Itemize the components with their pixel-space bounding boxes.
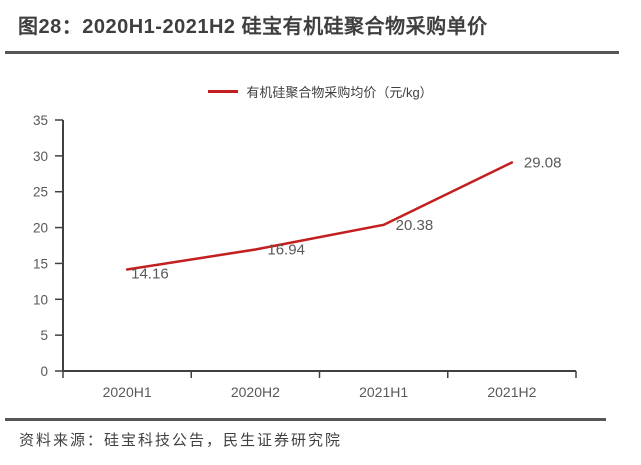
y-axis-tick-label: 0 [40,364,48,379]
y-axis-tick-label: 15 [33,256,48,271]
data-point-label: 14.16 [131,265,169,282]
line-chart: 0 5 10 15 20 25 30 35 2020H1 2020H2 2021H1 2021H2 14… [33,113,577,400]
y-axis-tick-label: 25 [33,185,48,200]
title-divider [5,51,619,54]
data-point-label: 29.08 [524,154,562,171]
y-axis-tick-label: 5 [40,328,48,343]
x-axis-category-label: 2020H1 [103,384,152,400]
figure-title: 图28：2020H1-2021H2 硅宝有机硅聚合物采购单价 [18,16,488,38]
legend-line-swatch [208,89,239,93]
y-axis-tick-label: 30 [33,149,48,164]
data-source-note: 资料来源：硅宝科技公告，民生证券研究院 [19,432,343,449]
series-line [125,161,514,271]
chart-legend: 有机硅聚合物采购均价（元/kg） [0,83,641,100]
footer-divider [5,418,606,421]
x-axis-category-label: 2020H2 [231,384,280,400]
legend-series-label: 有机硅聚合物采购均价（元/kg） [246,84,433,100]
y-axis-tick-label: 20 [33,221,48,236]
y-axis-tick-label: 35 [33,113,48,128]
data-point-label: 16.94 [267,242,305,259]
data-point-label: 20.38 [396,217,434,234]
x-axis-category-label: 2021H2 [487,384,536,400]
x-axis-category-label: 2021H1 [359,384,408,400]
y-axis-tick-label: 10 [33,292,48,307]
